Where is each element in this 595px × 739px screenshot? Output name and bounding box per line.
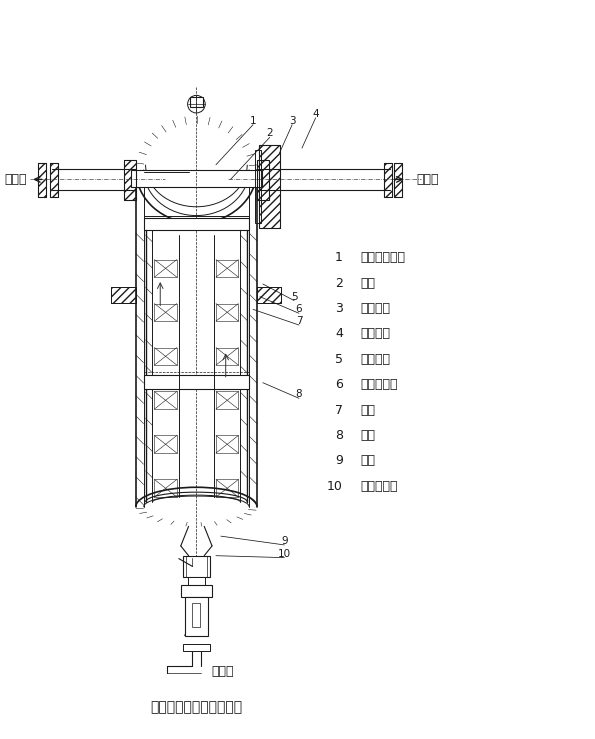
Text: 2: 2: [267, 129, 273, 138]
Bar: [131, 170, 262, 187]
Text: 2: 2: [335, 276, 343, 290]
Bar: [111, 287, 136, 302]
Text: 5: 5: [335, 353, 343, 366]
Bar: [124, 160, 136, 200]
Text: 密封垫片: 密封垫片: [361, 353, 390, 366]
Bar: [255, 150, 261, 223]
Text: 滤芯密封圈: 滤芯密封圈: [361, 378, 398, 391]
Text: 过滤器结构图（法兰式）: 过滤器结构图（法兰式）: [151, 700, 242, 714]
Text: 1: 1: [250, 116, 256, 126]
Text: 出气口: 出气口: [5, 173, 27, 186]
Text: 滤壳分隔腔体: 滤壳分隔腔体: [361, 251, 406, 264]
Text: 6: 6: [296, 304, 302, 314]
Bar: [187, 577, 205, 585]
Text: 8: 8: [335, 429, 343, 442]
Bar: [111, 287, 136, 302]
Bar: [143, 219, 249, 231]
Text: 4: 4: [335, 327, 343, 341]
Text: 隔板: 隔板: [361, 276, 375, 290]
Bar: [259, 145, 280, 228]
Text: 进气口: 进气口: [416, 173, 439, 186]
Text: 5: 5: [291, 292, 298, 302]
Bar: [38, 163, 46, 197]
Bar: [124, 160, 136, 200]
Bar: [186, 556, 207, 577]
Text: 球阀: 球阀: [361, 454, 375, 467]
Text: 6: 6: [335, 378, 343, 391]
Bar: [183, 556, 210, 577]
Text: 滤壳: 滤壳: [361, 429, 375, 442]
Bar: [257, 287, 281, 302]
Text: 7: 7: [335, 403, 343, 417]
Bar: [394, 163, 402, 197]
Text: 配管法兰: 配管法兰: [361, 327, 390, 341]
Bar: [257, 160, 269, 200]
Bar: [143, 219, 249, 231]
Bar: [38, 163, 46, 197]
Bar: [384, 163, 392, 197]
Bar: [394, 163, 402, 197]
Bar: [384, 163, 392, 197]
Bar: [183, 644, 210, 652]
Bar: [193, 602, 201, 627]
Bar: [181, 585, 212, 596]
Bar: [143, 375, 249, 389]
Text: 8: 8: [296, 389, 302, 399]
Text: 1: 1: [335, 251, 343, 264]
Text: 3: 3: [289, 116, 296, 126]
Text: 滤芯: 滤芯: [361, 403, 375, 417]
Bar: [249, 170, 262, 187]
Bar: [143, 375, 249, 389]
Bar: [131, 170, 143, 187]
Bar: [184, 596, 208, 636]
Text: 9: 9: [281, 536, 287, 546]
Bar: [50, 163, 58, 197]
Bar: [257, 287, 281, 302]
Bar: [50, 163, 58, 197]
Bar: [190, 98, 203, 107]
Text: 9: 9: [335, 454, 343, 467]
Text: 10: 10: [278, 549, 291, 559]
Text: 自动排水器: 自动排水器: [361, 480, 398, 493]
Text: 10: 10: [327, 480, 343, 493]
Text: 4: 4: [312, 109, 319, 119]
Bar: [259, 145, 280, 228]
Text: 密封垫片: 密封垫片: [361, 302, 390, 315]
Bar: [257, 160, 269, 200]
Text: 7: 7: [296, 316, 302, 326]
Text: 3: 3: [335, 302, 343, 315]
Text: 排水口: 排水口: [211, 664, 234, 678]
